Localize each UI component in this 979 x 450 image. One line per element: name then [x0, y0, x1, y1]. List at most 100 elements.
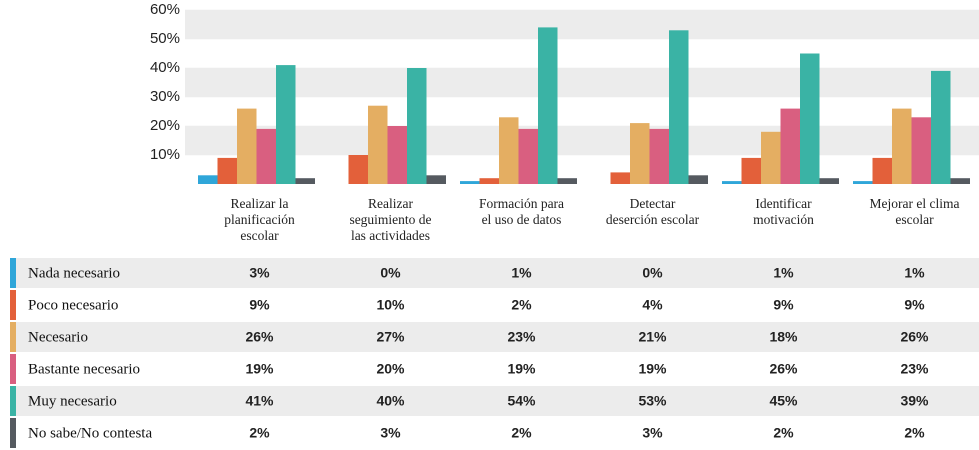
table-cell: 54% — [507, 393, 536, 409]
table-cell: 1% — [773, 265, 794, 281]
table-cell: 23% — [900, 361, 929, 377]
bar — [256, 128, 276, 184]
table-cell: 21% — [638, 329, 667, 345]
y-tick-label: 60% — [150, 1, 180, 18]
y-tick-label: 20% — [150, 117, 180, 134]
table-cell: 2% — [904, 425, 925, 441]
table-cell: 9% — [249, 297, 270, 313]
legend-swatch — [10, 418, 16, 448]
bar — [819, 178, 839, 184]
bar — [950, 178, 970, 184]
bar — [780, 108, 800, 184]
legend-label: Bastante necesario — [28, 361, 140, 377]
bar — [426, 175, 446, 184]
bar — [387, 126, 407, 184]
table-row-bg — [10, 322, 979, 352]
bar — [518, 128, 538, 184]
table-cell: 18% — [769, 329, 798, 345]
table-cell: 0% — [380, 265, 401, 281]
table-cell: 1% — [511, 265, 532, 281]
bar — [538, 27, 558, 185]
bar — [688, 175, 708, 184]
grid-band — [185, 68, 979, 97]
legend-label: Muy necesario — [28, 393, 117, 409]
table-cell: 19% — [638, 361, 667, 377]
table-cell: 26% — [900, 329, 929, 345]
table-cell: 2% — [773, 425, 794, 441]
table-cell: 53% — [638, 393, 667, 409]
x-tick-label: Realizar la planificación escolar — [224, 196, 295, 243]
bar — [610, 172, 630, 184]
table-row-bg — [10, 258, 979, 288]
bar — [722, 181, 742, 184]
table-row-bg — [10, 386, 979, 416]
bar — [911, 117, 931, 184]
legend-swatch — [10, 258, 16, 288]
table-cell: 1% — [904, 265, 925, 281]
bar — [276, 65, 296, 184]
bar — [499, 117, 519, 184]
table-cell: 10% — [376, 297, 405, 313]
table-cell: 39% — [900, 393, 929, 409]
legend-swatch — [10, 290, 16, 320]
bar — [800, 53, 820, 184]
table-cell: 3% — [249, 265, 270, 281]
x-tick-label: Formación para el uso de datos — [479, 196, 564, 227]
bar — [853, 181, 873, 184]
bar — [761, 131, 781, 184]
legend-label: No sabe/No contesta — [28, 425, 152, 441]
legend-swatch — [10, 354, 16, 384]
legend-swatch — [10, 322, 16, 352]
y-tick-label: 50% — [150, 30, 180, 47]
legend-swatch — [10, 386, 16, 416]
bar — [479, 178, 499, 184]
bar — [295, 178, 315, 184]
y-tick-label: 10% — [150, 146, 180, 163]
table-cell: 26% — [245, 329, 274, 345]
grid-band — [185, 126, 979, 155]
x-tick-label: Realizar seguimiento de las actividades — [349, 196, 431, 243]
bar — [872, 157, 892, 184]
bar — [649, 128, 669, 184]
legend-label: Nada necesario — [28, 265, 120, 281]
table-cell: 41% — [245, 393, 274, 409]
table-cell: 45% — [769, 393, 798, 409]
table-cell: 2% — [511, 425, 532, 441]
table-cell: 2% — [511, 297, 532, 313]
table-cell: 20% — [376, 361, 405, 377]
bar — [741, 157, 761, 184]
grid-band — [185, 10, 979, 39]
table-cell: 3% — [642, 425, 663, 441]
bar — [348, 155, 368, 184]
bar — [217, 157, 237, 184]
table-cell: 40% — [376, 393, 405, 409]
bar — [407, 68, 427, 184]
y-tick-label: 40% — [150, 59, 180, 76]
table-cell: 3% — [380, 425, 401, 441]
x-tick-label: Identificar motivación — [753, 196, 814, 227]
table-cell: 9% — [773, 297, 794, 313]
table-cell: 9% — [904, 297, 925, 313]
table-cell: 19% — [507, 361, 536, 377]
legend-label: Poco necesario — [28, 297, 118, 313]
bar — [557, 178, 577, 184]
bar — [669, 30, 689, 184]
bar — [368, 105, 388, 184]
x-tick-label: Mejorar el clima escolar — [870, 196, 960, 227]
table-cell: 0% — [642, 265, 663, 281]
bar — [237, 108, 257, 184]
bar — [892, 108, 912, 184]
bar — [460, 181, 480, 184]
bar — [198, 175, 218, 184]
table-cell: 23% — [507, 329, 536, 345]
table-cell: 2% — [249, 425, 270, 441]
legend-label: Necesario — [28, 329, 88, 345]
y-tick-label: 30% — [150, 88, 180, 105]
bar — [630, 123, 650, 184]
table-cell: 26% — [769, 361, 798, 377]
table-cell: 19% — [245, 361, 274, 377]
table-cell: 4% — [642, 297, 663, 313]
table-cell: 27% — [376, 329, 405, 345]
x-tick-label: Detectar deserción escolar — [606, 196, 700, 227]
